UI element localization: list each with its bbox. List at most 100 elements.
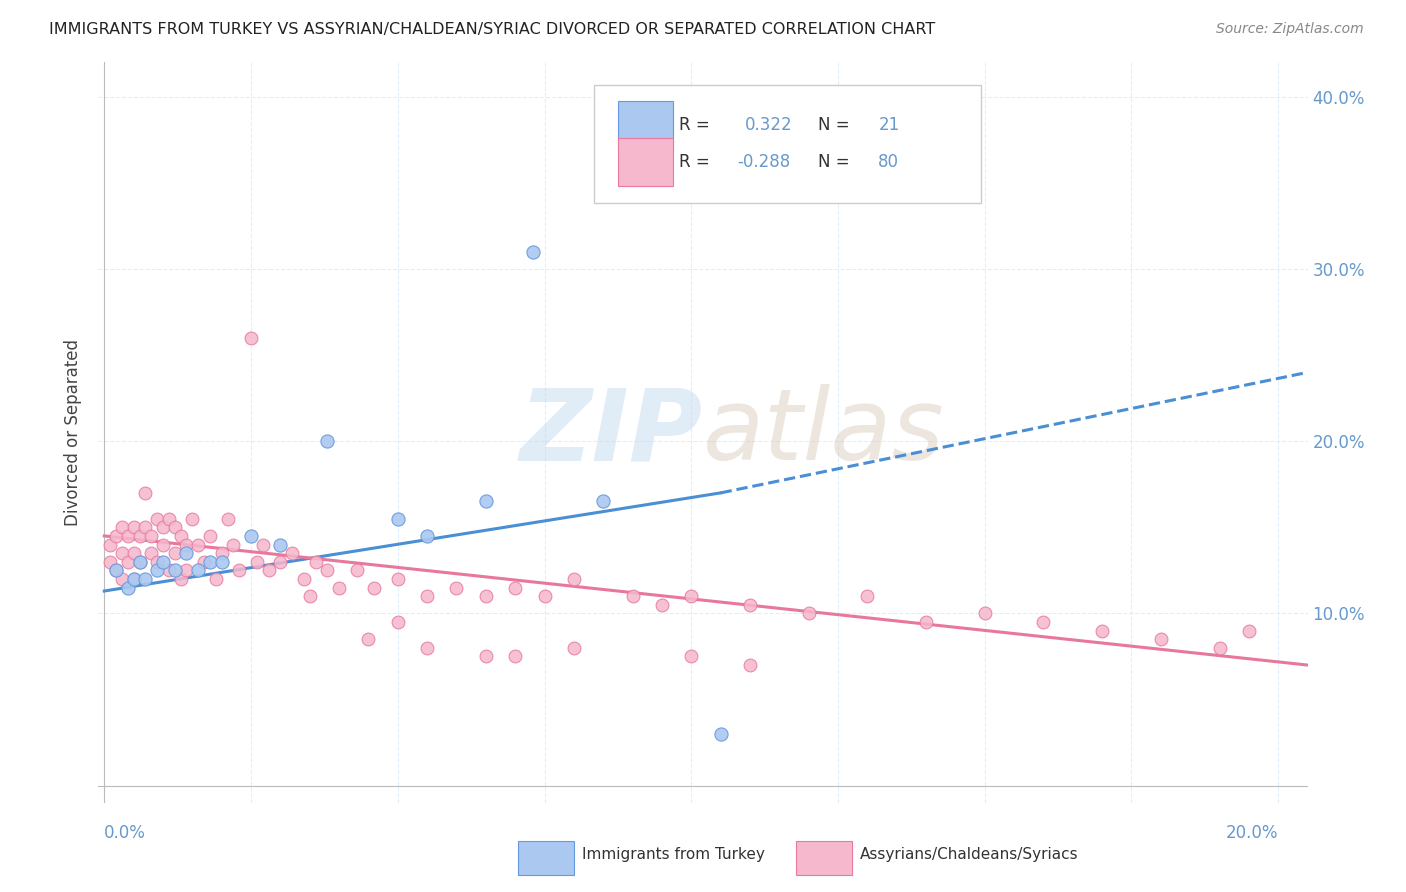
Point (134, 572, 156, 586)
Text: 0.0%: 0.0% (104, 823, 146, 841)
Point (503, 649, 526, 664)
Point (416, 529, 439, 543)
Point (1150, 632, 1173, 647)
Point (181, 512, 204, 526)
Point (204, 572, 226, 586)
Point (651, 598, 673, 612)
Point (973, 607, 995, 621)
Point (621, 589, 644, 603)
Point (141, 529, 163, 543)
Point (152, 520, 174, 534)
Text: atlas: atlas (703, 384, 945, 481)
Point (316, 563, 339, 577)
Point (122, 520, 145, 534)
Point (157, 512, 180, 526)
Point (163, 546, 186, 560)
Point (105, 529, 128, 543)
Point (357, 632, 380, 647)
Point (222, 537, 245, 551)
Point (257, 563, 280, 577)
Point (146, 563, 169, 577)
Point (475, 589, 498, 603)
Point (387, 615, 409, 629)
Point (152, 555, 174, 569)
Point (128, 555, 150, 569)
Point (98, 555, 121, 569)
Point (292, 572, 315, 586)
Text: N =: N = (818, 116, 855, 135)
Point (240, 529, 263, 543)
Point (217, 512, 239, 526)
Point (281, 546, 304, 560)
Point (122, 546, 145, 560)
FancyBboxPatch shape (796, 841, 852, 875)
Point (111, 520, 134, 534)
Point (146, 555, 169, 569)
Point (328, 581, 350, 595)
Point (211, 546, 233, 560)
Point (211, 555, 233, 569)
Y-axis label: Divorced or Separated: Divorced or Separated (65, 339, 83, 526)
Text: ZIP: ZIP (520, 384, 703, 481)
Point (240, 331, 263, 345)
Point (269, 555, 291, 569)
Point (105, 563, 128, 577)
Text: Assyrians/Chaldeans/Syriacs: Assyrians/Chaldeans/Syriacs (860, 847, 1078, 863)
Point (446, 581, 468, 595)
Point (157, 563, 180, 577)
Point (141, 546, 163, 560)
Text: Source: ZipAtlas.com: Source: ZipAtlas.com (1216, 22, 1364, 37)
Point (1208, 640, 1230, 655)
Point (416, 589, 439, 603)
Point (128, 529, 150, 543)
Text: N =: N = (818, 153, 855, 171)
Point (304, 555, 326, 569)
FancyBboxPatch shape (619, 138, 672, 186)
Point (562, 572, 585, 586)
Point (187, 563, 209, 577)
Text: 80: 80 (879, 153, 900, 171)
Point (111, 572, 134, 586)
Point (681, 649, 703, 664)
Point (176, 546, 198, 560)
Point (416, 640, 439, 655)
Point (163, 563, 186, 577)
Point (152, 537, 174, 551)
Point (1237, 624, 1260, 638)
Point (915, 615, 938, 629)
FancyBboxPatch shape (595, 85, 981, 203)
Point (738, 598, 761, 612)
Point (562, 640, 585, 655)
Point (363, 581, 385, 595)
Text: IMMIGRANTS FROM TURKEY VS ASSYRIAN/CHALDEAN/SYRIAC DIVORCED OR SEPARATED CORRELA: IMMIGRANTS FROM TURKEY VS ASSYRIAN/CHALD… (49, 22, 935, 37)
Point (346, 563, 368, 577)
Point (592, 494, 614, 508)
Point (681, 589, 703, 603)
Point (797, 607, 820, 621)
Point (1032, 615, 1054, 629)
Point (316, 434, 339, 449)
Point (117, 529, 139, 543)
Point (134, 520, 156, 534)
Text: 0.322: 0.322 (745, 116, 793, 135)
Point (134, 486, 156, 500)
Point (98, 537, 121, 551)
Point (298, 589, 321, 603)
Point (169, 529, 191, 543)
Point (198, 555, 221, 569)
Point (387, 512, 409, 526)
Point (475, 649, 498, 664)
Point (187, 537, 209, 551)
Point (252, 537, 274, 551)
Point (475, 494, 498, 508)
Point (169, 572, 191, 586)
Point (228, 563, 250, 577)
Point (146, 512, 169, 526)
FancyBboxPatch shape (517, 841, 574, 875)
Point (738, 658, 761, 673)
Point (193, 555, 215, 569)
Point (246, 555, 269, 569)
Point (522, 244, 544, 259)
Point (111, 546, 134, 560)
Text: 20.0%: 20.0% (1226, 823, 1278, 841)
